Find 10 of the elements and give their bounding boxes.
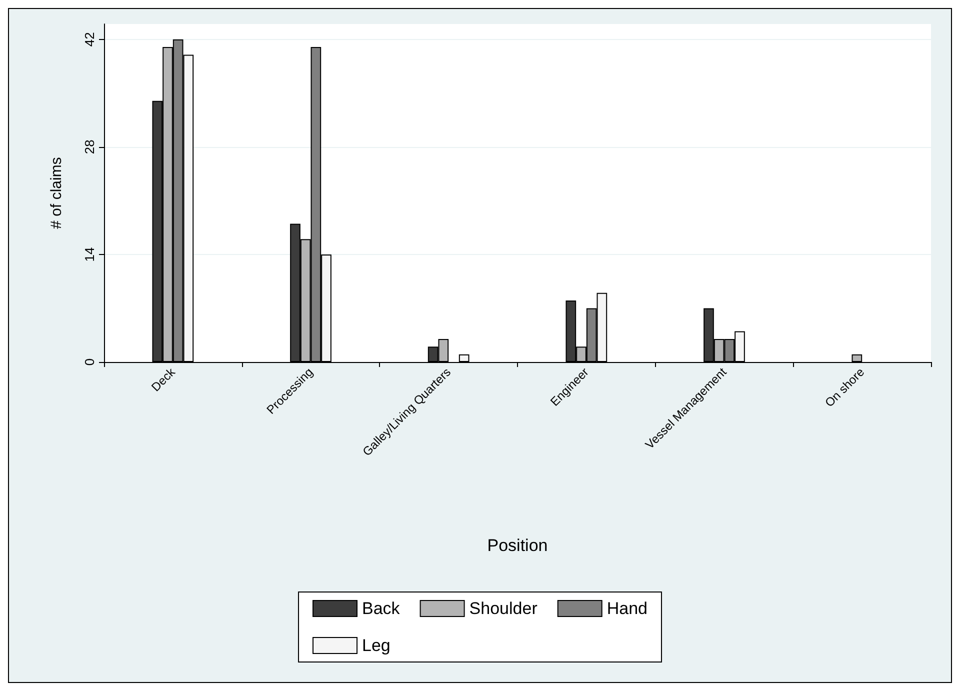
y-tick-label: 14 — [82, 247, 97, 262]
y-tick-label: 0 — [82, 358, 97, 366]
y-tick-label: 42 — [82, 32, 97, 47]
legend-label: Back — [362, 599, 400, 618]
legend-label: Shoulder — [469, 599, 538, 618]
x-axis-title: Position — [487, 536, 548, 555]
y-tick-label: 28 — [82, 140, 97, 154]
y-axis-title: # of claims — [48, 157, 65, 229]
legend-label: Leg — [362, 636, 390, 655]
legend-label: Hand — [606, 599, 648, 618]
